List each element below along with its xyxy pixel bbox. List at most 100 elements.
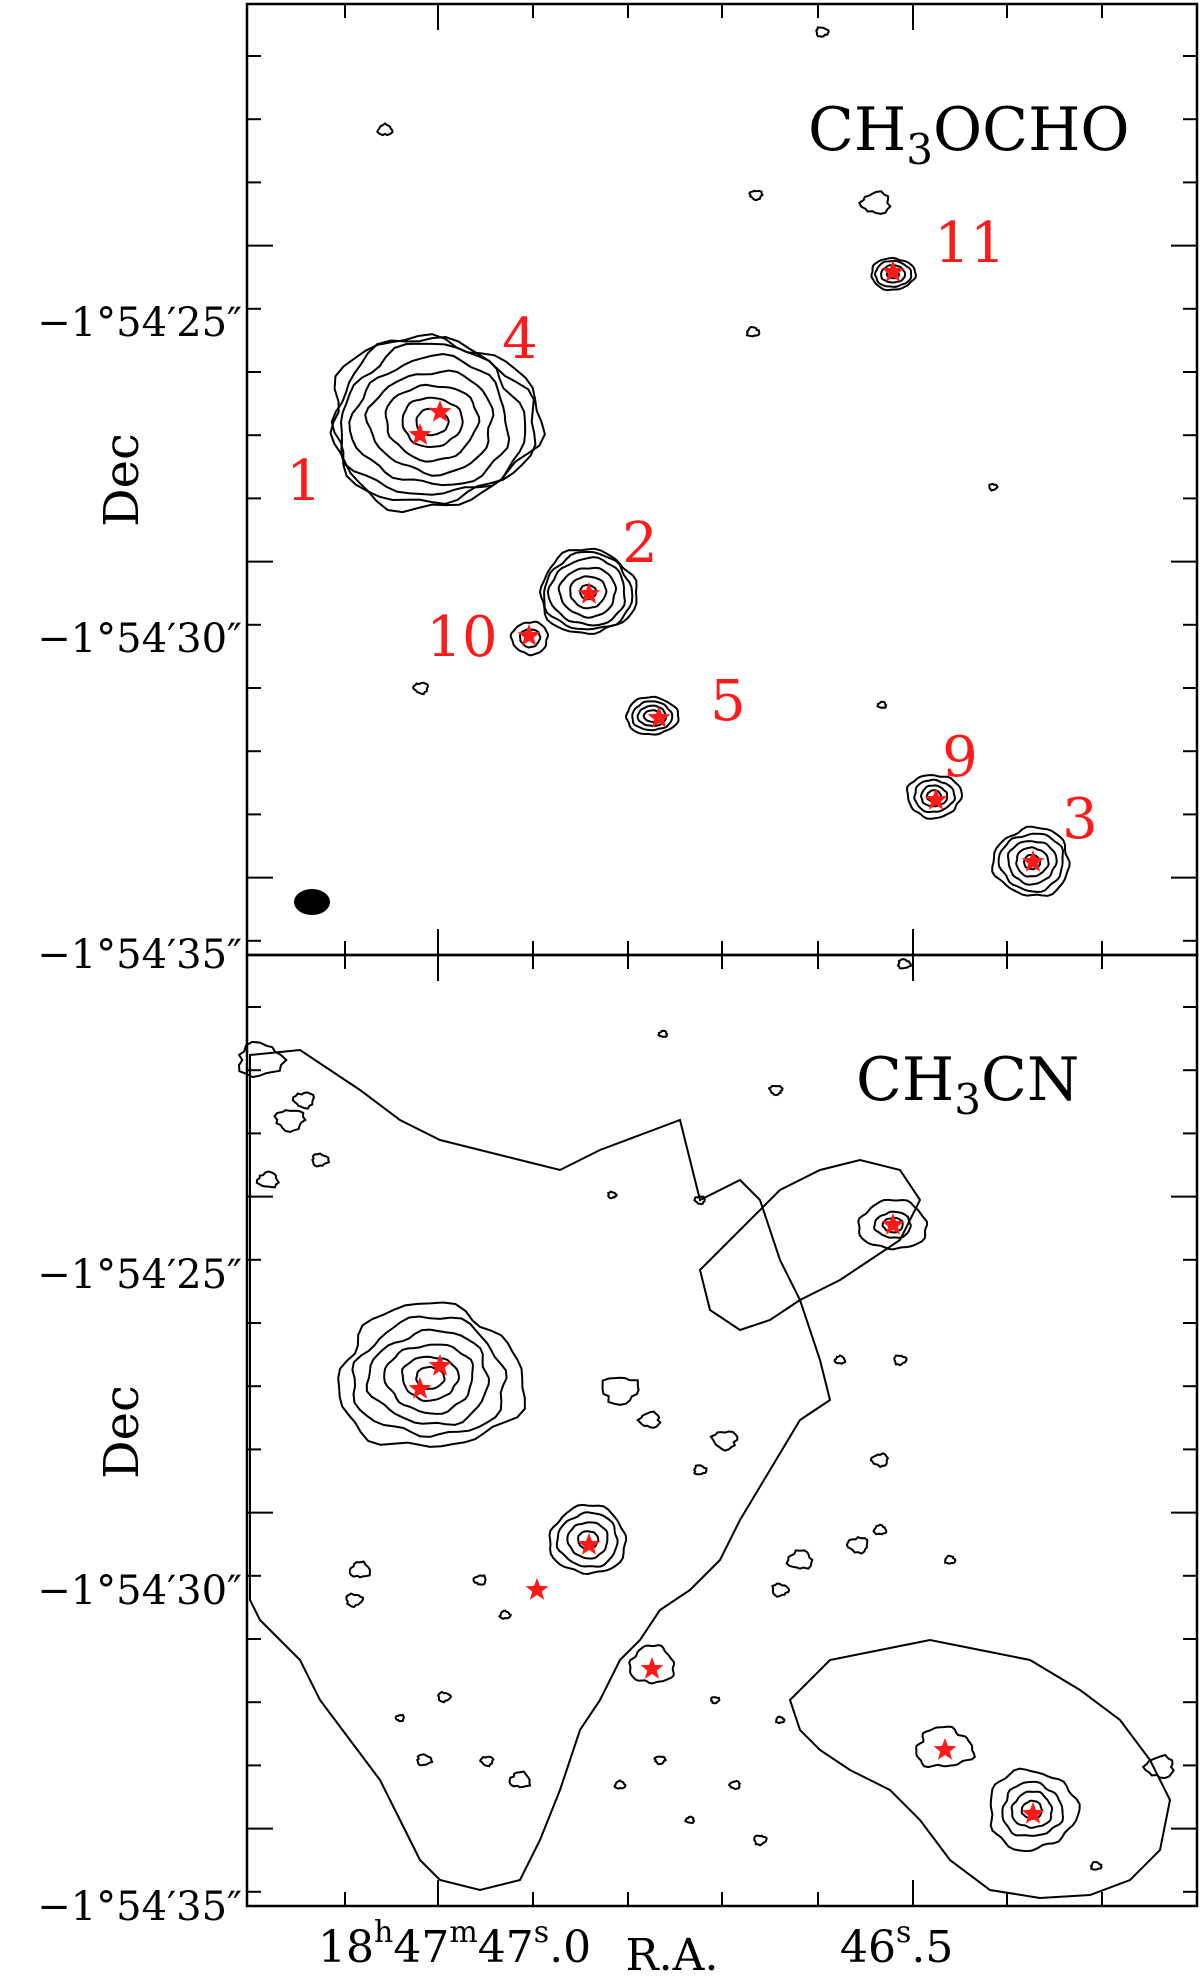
noise-contour xyxy=(709,1430,739,1452)
noise-contour xyxy=(607,1190,618,1200)
extended-emission-contour xyxy=(249,1048,832,1892)
source-1-4-contour xyxy=(364,369,495,477)
extended-emission-contour xyxy=(698,1158,922,1332)
noise-contour xyxy=(508,1770,532,1789)
source-3-cn-contour xyxy=(1010,1790,1053,1829)
y-tick-label-bottom-25: −1°54′25″ xyxy=(37,1252,242,1298)
noise-contour xyxy=(684,1815,696,1824)
source-3-cn-contour xyxy=(989,1767,1081,1853)
y-tick-label-bottom-30: −1°54′30″ xyxy=(37,1568,242,1614)
noise-contour xyxy=(348,1560,371,1579)
noise-contour xyxy=(1141,1753,1175,1780)
noise-contour xyxy=(237,1040,288,1079)
source-2-contour xyxy=(569,575,608,610)
noise-contour xyxy=(833,1354,847,1365)
source-5-contour xyxy=(631,700,674,732)
top-panel: CH3OCHO 1 4 2 10 5 11 9 3 xyxy=(245,2,1199,970)
noise-contour xyxy=(896,958,913,970)
source-1-star xyxy=(408,423,432,445)
source-1-4-cn-contour xyxy=(401,1355,461,1403)
top-panel-markers xyxy=(408,260,1045,872)
source-9-cn-contour xyxy=(915,1725,976,1769)
source-2-contour xyxy=(557,566,618,619)
y-tick-label-top-25: −1°54′25″ xyxy=(37,300,242,346)
source-labels: 1 4 2 10 5 11 9 3 xyxy=(286,211,1098,852)
source-9-contour xyxy=(905,773,964,820)
source-11-star xyxy=(881,260,905,282)
bottom-molecule-label: CH3CN xyxy=(856,1045,1079,1124)
noise-contour xyxy=(988,482,999,492)
noise-contour xyxy=(479,1755,495,1768)
noise-contour xyxy=(437,1690,453,1704)
noise-contour xyxy=(869,1452,890,1469)
noise-contour xyxy=(255,1170,281,1189)
source-1-4-contour xyxy=(330,335,537,505)
source-3-contour xyxy=(1015,846,1050,878)
y-axis-title-top: Dec xyxy=(94,433,150,527)
bottom-panel-markers xyxy=(408,1213,1045,1824)
noise-contour xyxy=(767,1084,784,1097)
noise-contour xyxy=(693,1464,708,1476)
noise-contour xyxy=(394,1713,405,1723)
source-label-1: 1 xyxy=(286,449,322,514)
y-tick-label-bottom-35: −1°54′35″ xyxy=(37,1884,242,1930)
noise-contour xyxy=(775,1715,786,1725)
source-1-4-contour xyxy=(329,333,546,514)
noise-contour xyxy=(291,1091,315,1110)
noise-contour xyxy=(845,1535,869,1555)
source-label-5: 5 xyxy=(710,669,746,734)
noise-contour xyxy=(893,1354,908,1367)
source-label-4: 4 xyxy=(502,307,538,372)
source-2-cn-contour xyxy=(555,1511,619,1568)
source-9-star xyxy=(933,1738,957,1760)
noise-contour xyxy=(943,1554,957,1565)
source-5-cn-contour xyxy=(628,1644,676,1685)
noise-contour xyxy=(472,1574,487,1586)
source-3-star xyxy=(1021,850,1045,872)
source-1-4-cn-contour xyxy=(365,1328,490,1426)
noise-contour xyxy=(311,1152,331,1168)
noise-contour xyxy=(710,1696,721,1705)
source-label-2: 2 xyxy=(622,511,658,576)
noise-contour xyxy=(876,700,888,709)
source-4-star xyxy=(428,400,452,422)
source-1-4-cn-contour xyxy=(337,1301,526,1448)
noise-contour xyxy=(857,190,892,215)
noise-contour xyxy=(498,1609,513,1620)
y-axis-title-bottom: Dec xyxy=(94,1385,150,1479)
source-3-contour xyxy=(1006,840,1058,886)
noise-contour xyxy=(613,1779,627,1790)
source-5-star xyxy=(640,1657,664,1679)
source-label-11: 11 xyxy=(934,211,1005,276)
source-label-3: 3 xyxy=(1062,787,1098,852)
source-10-star xyxy=(517,624,541,646)
source-1-4-contour xyxy=(348,352,511,487)
source-1-4-cn-contour xyxy=(383,1343,474,1415)
y-tick-label-top-35: −1°54′35″ xyxy=(37,932,242,978)
source-5-star xyxy=(647,706,671,728)
noise-contour xyxy=(653,1755,668,1766)
noise-contour xyxy=(415,1753,434,1767)
top-panel-contours xyxy=(329,26,1071,970)
source-10-star xyxy=(525,1578,549,1600)
noise-contour xyxy=(815,26,830,38)
noise-contour xyxy=(785,1549,814,1570)
source-1-4-contour xyxy=(401,396,464,449)
source-11-contour xyxy=(870,256,918,292)
source-9-contour xyxy=(913,778,957,814)
source-2-contour xyxy=(546,556,626,627)
source-3-contour xyxy=(991,825,1071,897)
x-tick-label-2: 46s.5 xyxy=(840,1915,953,1973)
source-11-star xyxy=(881,1213,905,1235)
source-1-star xyxy=(408,1377,432,1399)
x-axis-title: R.A. xyxy=(626,1930,719,1981)
source-2-star xyxy=(577,582,601,604)
source-1-4-contour xyxy=(339,342,527,496)
source-2-star xyxy=(577,1533,601,1555)
source-10-contour xyxy=(509,620,550,657)
noise-contour xyxy=(601,1376,640,1406)
source-10-contour xyxy=(519,628,542,649)
source-4-star xyxy=(428,1354,452,1376)
noise-contour xyxy=(345,1592,365,1609)
